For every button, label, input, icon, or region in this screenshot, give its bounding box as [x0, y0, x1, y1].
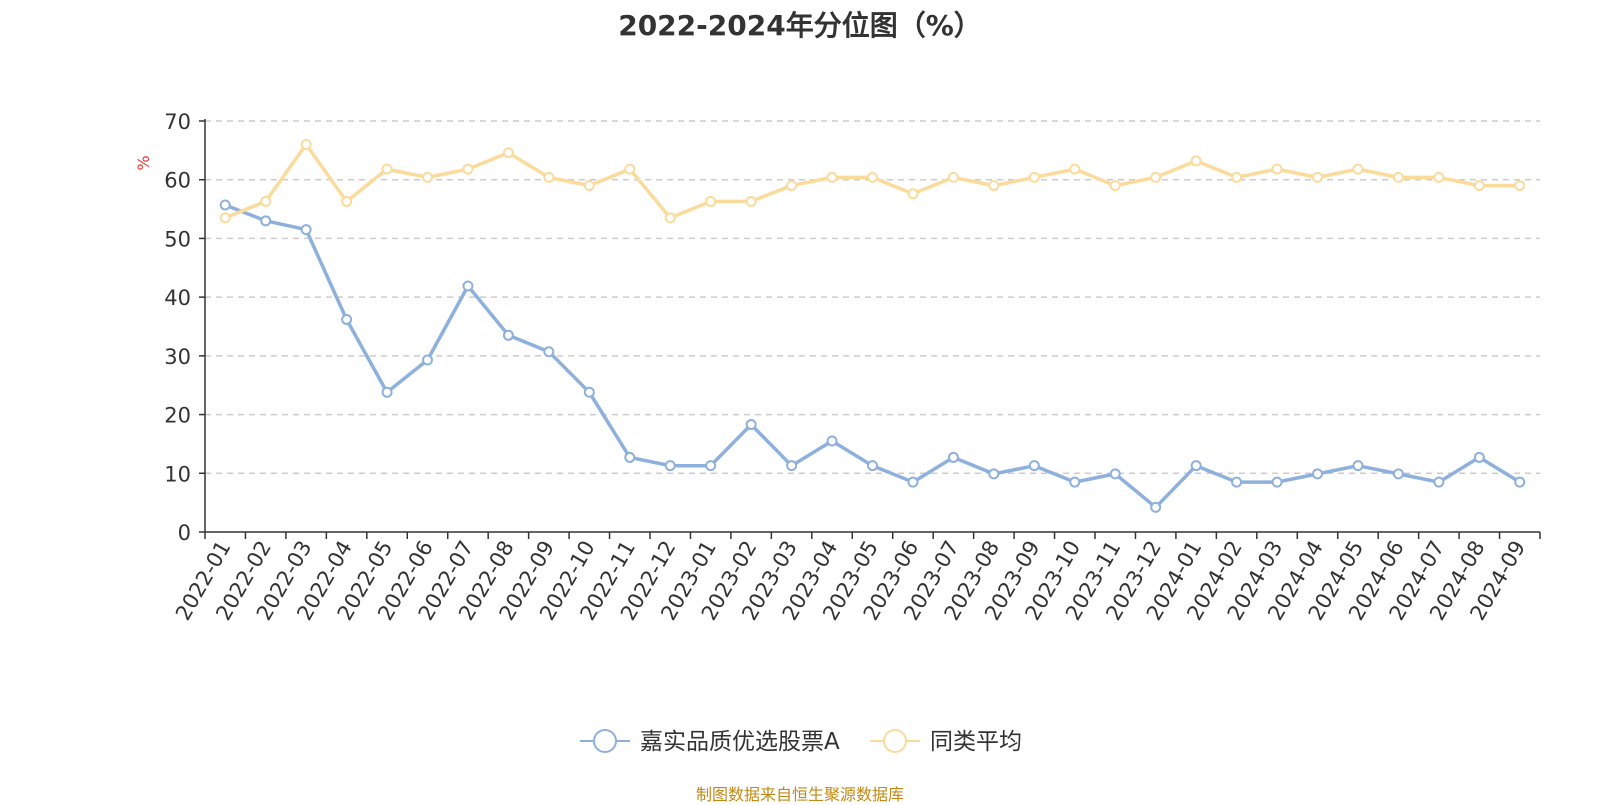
data-point[interactable]: [583, 386, 595, 398]
data-point[interactable]: [1109, 468, 1121, 480]
data-point[interactable]: [422, 171, 433, 183]
data-point[interactable]: [867, 460, 878, 472]
data-point[interactable]: [1109, 180, 1121, 192]
y-tick-label: 10: [164, 462, 191, 486]
data-point[interactable]: [867, 171, 878, 183]
data-point[interactable]: [1352, 460, 1364, 472]
data-point[interactable]: [664, 460, 676, 472]
data-point[interactable]: [947, 171, 959, 183]
data-point[interactable]: [219, 212, 231, 224]
data-point[interactable]: [1190, 155, 1202, 167]
data-point[interactable]: [1028, 171, 1040, 183]
data-point[interactable]: [543, 346, 555, 358]
data-point[interactable]: [826, 171, 838, 183]
chart-title: 2022-2024年分位图（%）: [618, 9, 982, 42]
data-point[interactable]: [1433, 171, 1445, 183]
data-point[interactable]: [1028, 460, 1040, 472]
data-point[interactable]: [1150, 501, 1162, 513]
data-point[interactable]: [624, 163, 636, 175]
data-point[interactable]: [1069, 163, 1081, 175]
data-point[interactable]: [988, 468, 1000, 480]
data-point[interactable]: [260, 195, 272, 207]
data-point[interactable]: [341, 313, 353, 325]
data-point[interactable]: [1231, 476, 1243, 488]
data-point[interactable]: [907, 188, 919, 200]
legend-item[interactable]: 嘉实品质优选股票A: [580, 729, 840, 755]
data-point[interactable]: [300, 224, 312, 236]
y-tick-label: 70: [164, 110, 191, 134]
data-point[interactable]: [219, 199, 231, 211]
data-point[interactable]: [745, 419, 757, 431]
y-axis-label: %: [134, 155, 153, 170]
y-tick-label: 40: [164, 286, 191, 310]
data-point[interactable]: [1392, 468, 1404, 480]
y-tick-label: 30: [164, 345, 191, 369]
y-tick-label: 50: [164, 227, 191, 251]
data-point[interactable]: [583, 180, 595, 192]
series-layer: [219, 138, 1526, 513]
data-point[interactable]: [1514, 476, 1526, 488]
data-point[interactable]: [1514, 180, 1526, 192]
data-point[interactable]: [422, 354, 433, 366]
axis-layer: 010203040506070%2022-012022-022022-03202…: [134, 110, 1541, 624]
y-tick-label: 20: [164, 404, 191, 428]
data-point[interactable]: [1473, 180, 1485, 192]
y-tick-label: 60: [164, 169, 191, 193]
data-point[interactable]: [1312, 468, 1323, 480]
data-point[interactable]: [300, 138, 312, 150]
data-point[interactable]: [786, 460, 798, 472]
data-point[interactable]: [1392, 171, 1404, 183]
data-point[interactable]: [341, 195, 353, 207]
legend-marker: [593, 729, 617, 753]
data-point[interactable]: [1069, 476, 1081, 488]
data-point[interactable]: [624, 451, 636, 463]
data-point[interactable]: [1352, 163, 1364, 175]
data-point[interactable]: [502, 147, 514, 159]
data-point[interactable]: [381, 386, 393, 398]
data-point[interactable]: [705, 460, 717, 472]
series-1: [219, 138, 1526, 224]
data-point[interactable]: [543, 171, 555, 183]
legend-label: 嘉实品质优选股票A: [640, 729, 840, 755]
data-point[interactable]: [260, 215, 272, 227]
data-point[interactable]: [1271, 476, 1283, 488]
source-note: 制图数据来自恒生聚源数据库: [695, 785, 904, 804]
data-point[interactable]: [1271, 163, 1283, 175]
data-point[interactable]: [1312, 171, 1323, 183]
data-point[interactable]: [462, 163, 474, 175]
data-point[interactable]: [786, 180, 798, 192]
data-point[interactable]: [826, 435, 838, 447]
data-point[interactable]: [462, 280, 474, 292]
y-tick-label: 0: [178, 521, 191, 545]
legend-marker: [883, 729, 907, 753]
legend-label: 同类平均: [930, 729, 1022, 755]
data-point[interactable]: [381, 163, 393, 175]
data-point[interactable]: [1190, 460, 1202, 472]
legend[interactable]: 嘉实品质优选股票A 同类平均: [580, 729, 1022, 755]
series-0: [219, 199, 1526, 513]
data-point[interactable]: [1150, 171, 1162, 183]
data-point[interactable]: [745, 195, 757, 207]
data-point[interactable]: [947, 451, 959, 463]
data-point[interactable]: [1473, 451, 1485, 463]
data-point[interactable]: [907, 476, 919, 488]
data-point[interactable]: [1231, 171, 1243, 183]
data-point[interactable]: [502, 329, 514, 341]
data-point[interactable]: [664, 212, 676, 224]
data-point[interactable]: [988, 180, 1000, 192]
data-point[interactable]: [1433, 476, 1445, 488]
legend-item[interactable]: 同类平均: [870, 729, 1022, 755]
data-point[interactable]: [705, 195, 717, 207]
